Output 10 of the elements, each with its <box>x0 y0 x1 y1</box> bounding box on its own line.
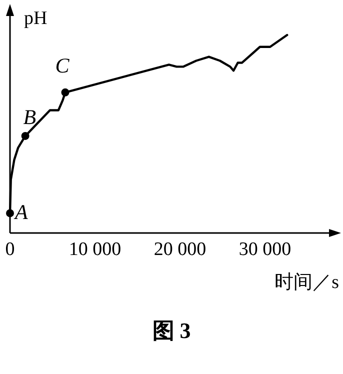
annotation: A <box>13 200 28 224</box>
x-axis-title: 时间／s <box>274 272 339 293</box>
x-tick-label: 30 000 <box>238 239 292 260</box>
annotation: C <box>55 53 70 78</box>
text: 图 3 <box>152 318 191 343</box>
y-axis-title: pH <box>24 8 48 29</box>
x-tick-label: 0 <box>5 239 15 260</box>
x-tick-label: 20 000 <box>154 239 206 260</box>
annotation: B <box>23 104 36 129</box>
x-tick-label: 10 000 <box>68 239 122 260</box>
